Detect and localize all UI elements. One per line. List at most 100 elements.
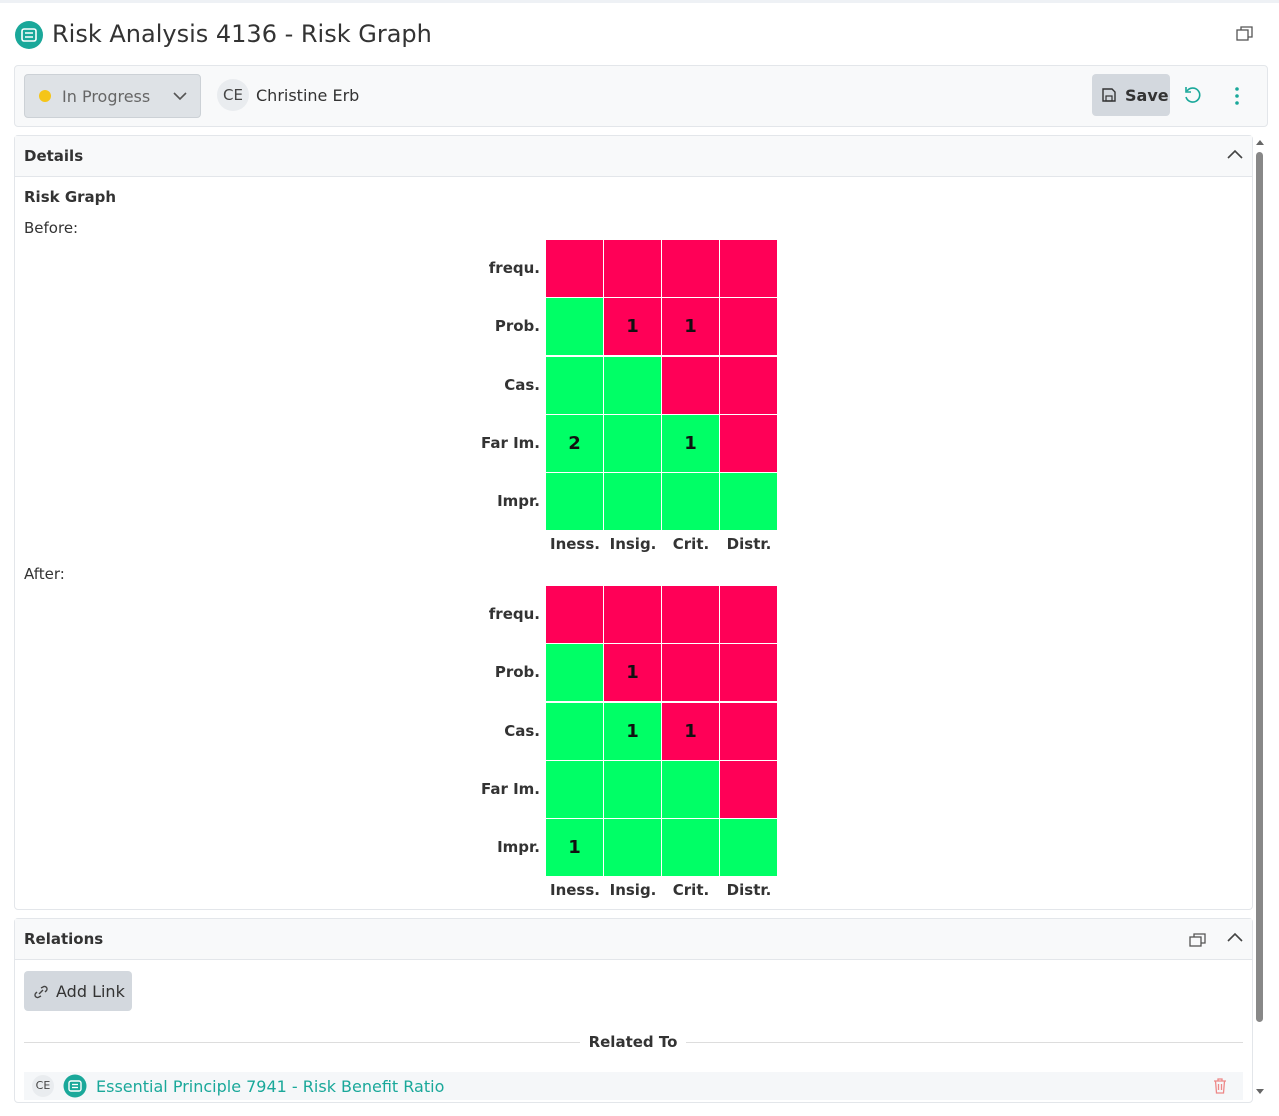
- row-label: Far Im.: [480, 779, 540, 798]
- link-icon: [34, 985, 48, 999]
- risk-cell: [662, 819, 719, 877]
- risk-cell: [604, 414, 661, 472]
- relations-panel: Relations Add Link Related To CE Essentia…: [14, 918, 1253, 1103]
- risk-cell: [604, 760, 661, 818]
- risk-cell: [720, 819, 777, 877]
- risk-cell: [604, 473, 661, 531]
- details-title: Details: [24, 147, 84, 165]
- details-header[interactable]: Details: [15, 136, 1252, 177]
- risk-cell: [720, 240, 777, 297]
- column-label: Crit.: [672, 880, 710, 899]
- scroll-up: [1256, 140, 1264, 145]
- scrollbar[interactable]: [1254, 135, 1266, 1101]
- risk-cell: [720, 760, 777, 818]
- add-link-label: Add Link: [56, 982, 125, 1001]
- popout-button[interactable]: [1236, 25, 1254, 43]
- more-button[interactable]: [1230, 86, 1244, 106]
- save-label: Save: [1125, 86, 1169, 105]
- risk-cell: 1: [604, 298, 661, 356]
- page-title: Risk Analysis 4136 - Risk Graph: [52, 20, 432, 48]
- details-panel: Details Risk Graph Before: frequ. Prob. 1 1 C…: [14, 135, 1253, 910]
- collapse-icon: [1227, 149, 1243, 159]
- column-label: Insig.: [609, 880, 657, 899]
- assignee-name: Christine Erb: [256, 86, 360, 105]
- relations-header[interactable]: Relations: [15, 919, 1252, 960]
- row-label: Impr.: [497, 492, 540, 511]
- graph-label: Before:: [24, 219, 79, 237]
- risk-cell: [720, 702, 777, 760]
- collapse-icon: [1227, 932, 1243, 942]
- risk-cell: [662, 473, 719, 531]
- column-label: Distr.: [726, 534, 772, 553]
- risk-cell: [720, 473, 777, 531]
- status-dot: [39, 90, 51, 102]
- assignee-avatar: CE: [217, 79, 249, 111]
- title-icon: [15, 21, 43, 49]
- column-label: Insig.: [609, 534, 657, 553]
- group-title: Related To: [588, 1033, 678, 1051]
- relation-row: CE Essential Principle 7941 - Risk Benefi…: [24, 1072, 1243, 1100]
- risk-cell: [604, 356, 661, 414]
- risk-cell: 1: [604, 702, 661, 760]
- scroll-thumb: [1256, 152, 1263, 1022]
- risk-cell: 2: [546, 414, 603, 472]
- save-icon: [1102, 88, 1116, 102]
- reset-button[interactable]: [1183, 86, 1201, 104]
- risk-cell: [546, 644, 603, 702]
- column-label: Crit.: [672, 534, 710, 553]
- row-label: frequ.: [488, 605, 540, 623]
- risk-cell: [546, 760, 603, 818]
- row-label: frequ.: [488, 259, 540, 277]
- relation-avatar: CE: [32, 1075, 54, 1097]
- risk-cell: 1: [546, 819, 603, 877]
- relation-icon: [63, 1074, 87, 1098]
- add-link-button[interactable]: Add Link: [24, 971, 132, 1011]
- risk-cell: 1: [662, 298, 719, 356]
- risk-cell: 1: [662, 702, 719, 760]
- risk-cell: [546, 702, 603, 760]
- row-label: Impr.: [497, 838, 540, 857]
- status-dropdown[interactable]: In Progress: [24, 74, 201, 118]
- graph-label: After:: [24, 565, 65, 583]
- column-label: Iness.: [550, 880, 600, 899]
- row-label: Cas.: [504, 375, 540, 394]
- status-text: In Progress: [62, 87, 151, 106]
- risk-cell: [720, 644, 777, 702]
- risk-cell: [662, 586, 719, 643]
- risk-cell: [662, 240, 719, 297]
- popout-icon[interactable]: [1189, 932, 1207, 948]
- section-title: Risk Graph: [24, 188, 117, 206]
- top-border: [0, 0, 1279, 3]
- save-button[interactable]: Save: [1092, 74, 1170, 116]
- risk-cell: [546, 298, 603, 356]
- chevron: [173, 92, 187, 101]
- column-label: Distr.: [726, 880, 772, 899]
- row-label: Prob.: [494, 663, 540, 682]
- risk-cell: [662, 760, 719, 818]
- risk-cell: [604, 819, 661, 877]
- risk-cell: [546, 473, 603, 531]
- risk-cell: [662, 644, 719, 702]
- divider: [686, 1042, 1243, 1043]
- row-label: Cas.: [504, 721, 540, 740]
- toolbar: In Progress CE Christine Erb Save: [14, 65, 1268, 127]
- risk-cell: [546, 586, 603, 643]
- row-label: Far Im.: [480, 433, 540, 452]
- relation-link[interactable]: Essential Principle 7941 - Risk Benefit …: [96, 1077, 445, 1096]
- delete-button[interactable]: [1212, 1077, 1228, 1095]
- risk-cell: [720, 586, 777, 643]
- row-label: Prob.: [494, 317, 540, 336]
- risk-cell: [546, 240, 603, 297]
- risk-cell: [720, 298, 777, 356]
- risk-cell: [662, 356, 719, 414]
- risk-cell: [604, 240, 661, 297]
- risk-cell: 1: [604, 644, 661, 702]
- risk-cell: [604, 586, 661, 643]
- scroll-down: [1256, 1089, 1264, 1094]
- risk-cell: [720, 414, 777, 472]
- risk-cell: 1: [662, 414, 719, 472]
- relations-title: Relations: [24, 930, 104, 948]
- risk-cell: [720, 356, 777, 414]
- column-label: Iness.: [550, 534, 600, 553]
